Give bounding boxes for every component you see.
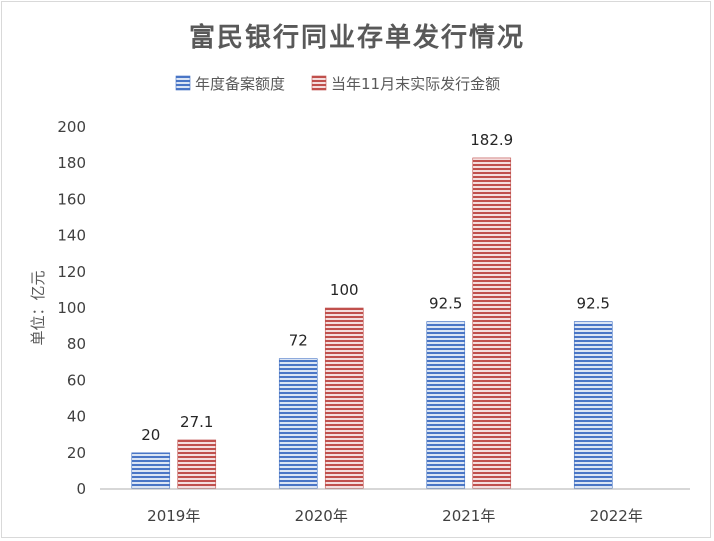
data-label-quota: 92.5 (429, 295, 462, 313)
data-label-issued: 182.9 (470, 131, 513, 149)
data-label-quota: 92.5 (577, 295, 610, 313)
data-label-issued: 27.1 (180, 413, 213, 431)
y-tick-label: 80 (67, 335, 86, 353)
bar-quota (426, 321, 466, 490)
bar-issued (472, 157, 512, 490)
legend-label-quota: 年度备案额度 (195, 75, 285, 93)
x-axis-categories: 2019年 2020年 2021年 2022年 (147, 507, 643, 525)
chart-title: 富民银行同业存单发行情况 (189, 22, 525, 53)
x-category-label: 2019年 (147, 507, 200, 525)
y-tick-label: 160 (57, 190, 86, 208)
y-tick-label: 140 (57, 227, 86, 245)
y-tick-label: 120 (57, 263, 86, 281)
y-tick-label: 180 (57, 154, 86, 172)
bar-quota (573, 321, 613, 490)
legend-swatch-issued (311, 75, 327, 91)
y-axis-label: 单位：亿元 (29, 270, 47, 345)
y-tick-label: 200 (57, 118, 86, 136)
x-category-label: 2022年 (590, 507, 643, 525)
y-tick-label: 60 (67, 371, 86, 389)
bars (131, 157, 613, 490)
y-tick-label: 40 (67, 408, 86, 426)
y-tick-label: 100 (57, 299, 86, 317)
y-tick-label: 20 (67, 444, 86, 462)
y-axis-ticks: 0 20 40 60 80 100 120 140 160 180 200 (57, 118, 86, 498)
legend: 年度备案额度 当年11月末实际发行金额 (175, 75, 500, 93)
data-labels: 20 27.1 72 100 92.5 182.9 92.5 (141, 131, 610, 444)
bar-quota (131, 452, 171, 490)
data-label-issued: 100 (330, 281, 359, 299)
data-label-quota: 72 (289, 332, 308, 350)
x-category-label: 2021年 (442, 507, 495, 525)
legend-label-issued: 当年11月末实际发行金额 (331, 75, 500, 93)
x-category-label: 2020年 (295, 507, 348, 525)
bar-quota (278, 358, 318, 490)
bar-issued (177, 439, 217, 490)
data-label-quota: 20 (141, 426, 160, 444)
legend-swatch-quota (175, 75, 191, 91)
y-tick-label: 0 (76, 480, 86, 498)
bar-issued (324, 307, 364, 490)
